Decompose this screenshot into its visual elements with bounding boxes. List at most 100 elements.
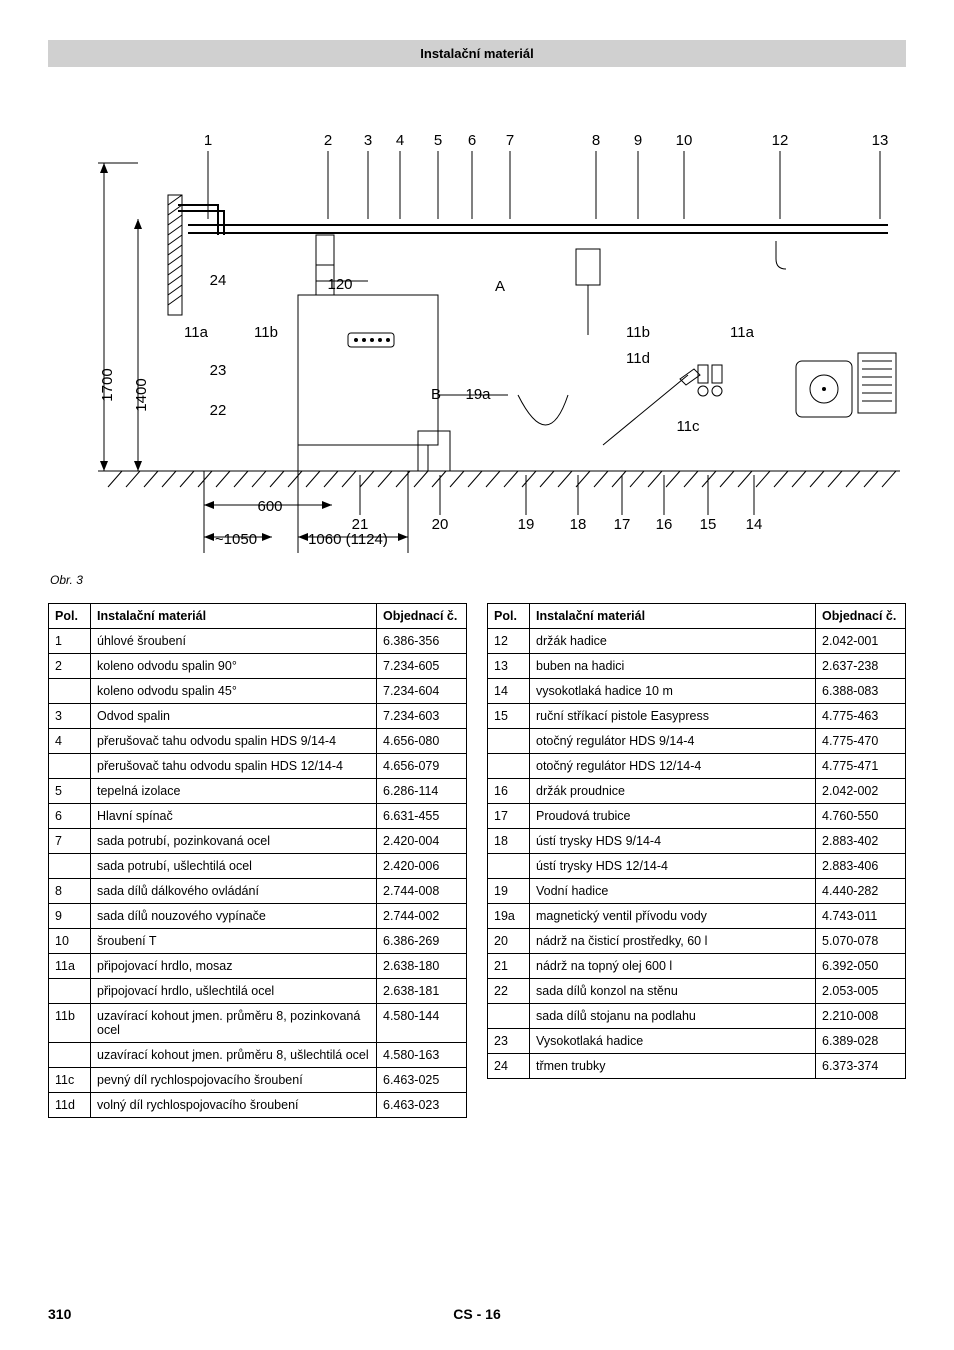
cell-pos: 11a bbox=[49, 954, 91, 979]
cell-code: 6.386-269 bbox=[377, 929, 467, 954]
table-row: 18ústí trysky HDS 9/14-42.883-402 bbox=[488, 829, 906, 854]
svg-text:7: 7 bbox=[506, 132, 514, 149]
cell-name: volný díl rychlospojovacího šroubení bbox=[91, 1093, 377, 1118]
cell-pos bbox=[49, 854, 91, 879]
svg-text:~1050: ~1050 bbox=[215, 531, 257, 548]
cell-pos bbox=[49, 1043, 91, 1068]
table-row: 19Vodní hadice4.440-282 bbox=[488, 879, 906, 904]
cell-code: 6.386-356 bbox=[377, 629, 467, 654]
table-row: 20nádrž na čisticí prostředky, 60 l5.070… bbox=[488, 929, 906, 954]
cell-pos: 19 bbox=[488, 879, 530, 904]
cell-pos: 24 bbox=[488, 1054, 530, 1079]
cell-pos bbox=[49, 979, 91, 1004]
table-row: 22sada dílů konzol na stěnu2.053-005 bbox=[488, 979, 906, 1004]
th-code: Objednací č. bbox=[816, 604, 906, 629]
cell-code: 2.638-180 bbox=[377, 954, 467, 979]
cell-code: 6.286-114 bbox=[377, 779, 467, 804]
th-name: Instalační materiál bbox=[530, 604, 816, 629]
svg-text:11c: 11c bbox=[676, 418, 700, 435]
cell-name: Vodní hadice bbox=[530, 879, 816, 904]
svg-text:20: 20 bbox=[432, 516, 449, 533]
cell-pos: 23 bbox=[488, 1029, 530, 1054]
svg-text:19: 19 bbox=[518, 516, 535, 533]
svg-text:12: 12 bbox=[772, 132, 789, 149]
svg-text:A: A bbox=[495, 278, 505, 295]
cell-pos: 6 bbox=[49, 804, 91, 829]
cell-code: 2.042-001 bbox=[816, 629, 906, 654]
footer-lang: CS bbox=[453, 1306, 472, 1322]
cell-name: uzavírací kohout jmen. průměru 8, pozink… bbox=[91, 1004, 377, 1043]
cell-code: 6.388-083 bbox=[816, 679, 906, 704]
table-row: 15ruční stříkací pistole Easypress4.775-… bbox=[488, 704, 906, 729]
svg-text:1: 1 bbox=[204, 132, 212, 149]
svg-text:24: 24 bbox=[210, 272, 227, 289]
svg-text:1400: 1400 bbox=[133, 378, 150, 411]
cell-code: 4.743-011 bbox=[816, 904, 906, 929]
cell-pos: 3 bbox=[49, 704, 91, 729]
cell-pos: 9 bbox=[49, 904, 91, 929]
cell-code: 4.775-463 bbox=[816, 704, 906, 729]
cell-pos: 11c bbox=[49, 1068, 91, 1093]
table-row: 10šroubení T6.386-269 bbox=[49, 929, 467, 954]
svg-text:14: 14 bbox=[746, 516, 763, 533]
tables-container: Pol. Instalační materiál Objednací č. 1ú… bbox=[48, 603, 906, 1118]
cell-pos bbox=[488, 1004, 530, 1029]
cell-name: držák proudnice bbox=[530, 779, 816, 804]
cell-name: připojovací hrdlo, ušlechtilá ocel bbox=[91, 979, 377, 1004]
cell-code: 2.042-002 bbox=[816, 779, 906, 804]
installation-diagram: 12345678910121321201918171615142411a11b2… bbox=[48, 85, 906, 565]
table-row: 14vysokotlaká hadice 10 m6.388-083 bbox=[488, 679, 906, 704]
table-row: 4přerušovač tahu odvodu spalin HDS 9/14-… bbox=[49, 729, 467, 754]
cell-name: buben na hadici bbox=[530, 654, 816, 679]
table-row: uzavírací kohout jmen. průměru 8, ušlech… bbox=[49, 1043, 467, 1068]
th-pos: Pol. bbox=[488, 604, 530, 629]
cell-code: 4.775-470 bbox=[816, 729, 906, 754]
svg-text:10: 10 bbox=[676, 132, 693, 149]
table-row: otočný regulátor HDS 12/14-44.775-471 bbox=[488, 754, 906, 779]
cell-name: pevný díl rychlospojovacího šroubení bbox=[91, 1068, 377, 1093]
table-row: 21nádrž na topný olej 600 l6.392-050 bbox=[488, 954, 906, 979]
page-number: 310 bbox=[48, 1306, 71, 1322]
cell-code: 6.389-028 bbox=[816, 1029, 906, 1054]
cell-code: 2.638-181 bbox=[377, 979, 467, 1004]
cell-code: 6.463-025 bbox=[377, 1068, 467, 1093]
cell-code: 2.053-005 bbox=[816, 979, 906, 1004]
cell-name: uzavírací kohout jmen. průměru 8, ušlech… bbox=[91, 1043, 377, 1068]
table-row: 3Odvod spalin7.234-603 bbox=[49, 704, 467, 729]
svg-text:22: 22 bbox=[210, 402, 227, 419]
cell-name: otočný regulátor HDS 12/14-4 bbox=[530, 754, 816, 779]
cell-code: 2.744-008 bbox=[377, 879, 467, 904]
cell-name: Proudová trubice bbox=[530, 804, 816, 829]
table-row: 2koleno odvodu spalin 90°7.234-605 bbox=[49, 654, 467, 679]
cell-name: sada potrubí, pozinkovaná ocel bbox=[91, 829, 377, 854]
cell-pos: 5 bbox=[49, 779, 91, 804]
svg-text:11a: 11a bbox=[184, 324, 209, 341]
table-row: 11buzavírací kohout jmen. průměru 8, poz… bbox=[49, 1004, 467, 1043]
cell-code: 4.656-079 bbox=[377, 754, 467, 779]
cell-name: Vysokotlaká hadice bbox=[530, 1029, 816, 1054]
cell-code: 6.373-374 bbox=[816, 1054, 906, 1079]
cell-pos bbox=[49, 679, 91, 704]
cell-name: ústí trysky HDS 9/14-4 bbox=[530, 829, 816, 854]
cell-pos: 4 bbox=[49, 729, 91, 754]
cell-name: koleno odvodu spalin 90° bbox=[91, 654, 377, 679]
cell-code: 7.234-605 bbox=[377, 654, 467, 679]
svg-text:6: 6 bbox=[468, 132, 476, 149]
cell-name: sada dílů nouzového vypínače bbox=[91, 904, 377, 929]
cell-name: ruční stříkací pistole Easypress bbox=[530, 704, 816, 729]
cell-pos: 11b bbox=[49, 1004, 91, 1043]
svg-text:4: 4 bbox=[396, 132, 404, 149]
cell-name: vysokotlaká hadice 10 m bbox=[530, 679, 816, 704]
table-row: 11apřipojovací hrdlo, mosaz2.638-180 bbox=[49, 954, 467, 979]
table-row: 16držák proudnice2.042-002 bbox=[488, 779, 906, 804]
cell-name: přerušovač tahu odvodu spalin HDS 12/14-… bbox=[91, 754, 377, 779]
svg-text:9: 9 bbox=[634, 132, 642, 149]
cell-pos bbox=[488, 754, 530, 779]
cell-name: sada dílů stojanu na podlahu bbox=[530, 1004, 816, 1029]
table-row: koleno odvodu spalin 45°7.234-604 bbox=[49, 679, 467, 704]
cell-name: sada dílů dálkového ovládání bbox=[91, 879, 377, 904]
table-row: 5tepelná izolace6.286-114 bbox=[49, 779, 467, 804]
table-row: sada dílů stojanu na podlahu2.210-008 bbox=[488, 1004, 906, 1029]
cell-code: 2.420-006 bbox=[377, 854, 467, 879]
cell-code: 4.656-080 bbox=[377, 729, 467, 754]
